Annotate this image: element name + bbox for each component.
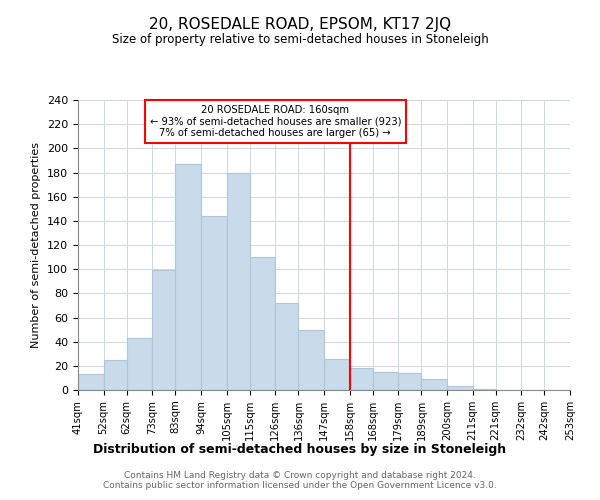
Bar — [421, 379, 447, 390]
Bar — [373, 372, 398, 390]
Bar — [201, 216, 227, 390]
Text: Contains HM Land Registry data © Crown copyright and database right 2024.
Contai: Contains HM Land Registry data © Crown c… — [103, 470, 497, 490]
Bar — [104, 360, 127, 390]
Bar — [152, 270, 175, 390]
Text: Distribution of semi-detached houses by size in Stoneleigh: Distribution of semi-detached houses by … — [94, 442, 506, 456]
Bar — [78, 374, 104, 390]
Bar — [447, 386, 473, 390]
Bar — [275, 303, 298, 390]
Y-axis label: Number of semi-detached properties: Number of semi-detached properties — [31, 142, 41, 348]
Bar — [227, 172, 250, 390]
Bar — [324, 358, 350, 390]
Bar — [127, 338, 152, 390]
Bar — [398, 373, 421, 390]
Text: 20 ROSEDALE ROAD: 160sqm
← 93% of semi-detached houses are smaller (923)
7% of s: 20 ROSEDALE ROAD: 160sqm ← 93% of semi-d… — [149, 105, 401, 138]
Bar — [473, 389, 496, 390]
Bar — [175, 164, 201, 390]
Bar — [350, 368, 373, 390]
Bar — [250, 257, 275, 390]
Text: Size of property relative to semi-detached houses in Stoneleigh: Size of property relative to semi-detach… — [112, 32, 488, 46]
Text: 20, ROSEDALE ROAD, EPSOM, KT17 2JQ: 20, ROSEDALE ROAD, EPSOM, KT17 2JQ — [149, 18, 451, 32]
Bar — [298, 330, 324, 390]
